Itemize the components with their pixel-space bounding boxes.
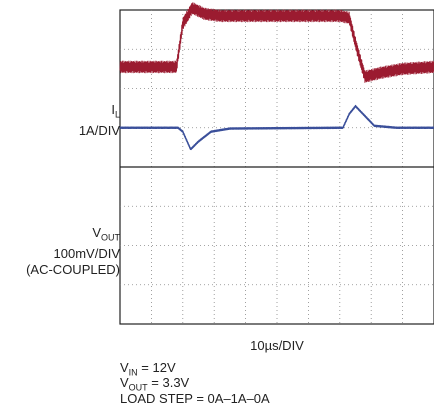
condition-vout: VOUT = 3.3V bbox=[120, 375, 189, 396]
plot-grid bbox=[119, 9, 434, 325]
il-label: IL 1A/DIV bbox=[79, 102, 120, 139]
vout-label: VOUT 100mV/DIV (AC-COUPLED) bbox=[26, 225, 120, 278]
il-label-main: I bbox=[111, 102, 115, 117]
vout-label-main: V bbox=[92, 225, 101, 240]
condition-vout-rest: = 3.3V bbox=[147, 375, 190, 390]
condition-vout-main: V bbox=[120, 375, 129, 390]
plot-traces bbox=[119, 2, 434, 151]
condition-vout-sub: OUT bbox=[128, 382, 148, 393]
vout-label-sub: OUT bbox=[101, 232, 120, 243]
condition-vin-main: V bbox=[120, 360, 129, 375]
condition-vin-rest: = 12V bbox=[137, 360, 176, 375]
condition-load-step-text: LOAD STEP = 0A–1A–0A bbox=[120, 391, 270, 406]
il-scale: 1A/DIV bbox=[78, 122, 120, 138]
condition-vin-sub: IN bbox=[128, 367, 138, 378]
il-label-sub: L bbox=[114, 109, 120, 120]
vout-scale: 100mV/DIV bbox=[53, 245, 120, 261]
il-trace bbox=[119, 2, 434, 83]
vout-trace bbox=[119, 104, 434, 151]
x-axis-label: 10µs/DIV bbox=[250, 338, 304, 353]
condition-vin: VIN = 12V bbox=[120, 360, 176, 381]
condition-load-step: LOAD STEP = 0A–1A–0A bbox=[120, 391, 270, 406]
vout-coupling: (AC-COUPLED) bbox=[26, 261, 120, 277]
